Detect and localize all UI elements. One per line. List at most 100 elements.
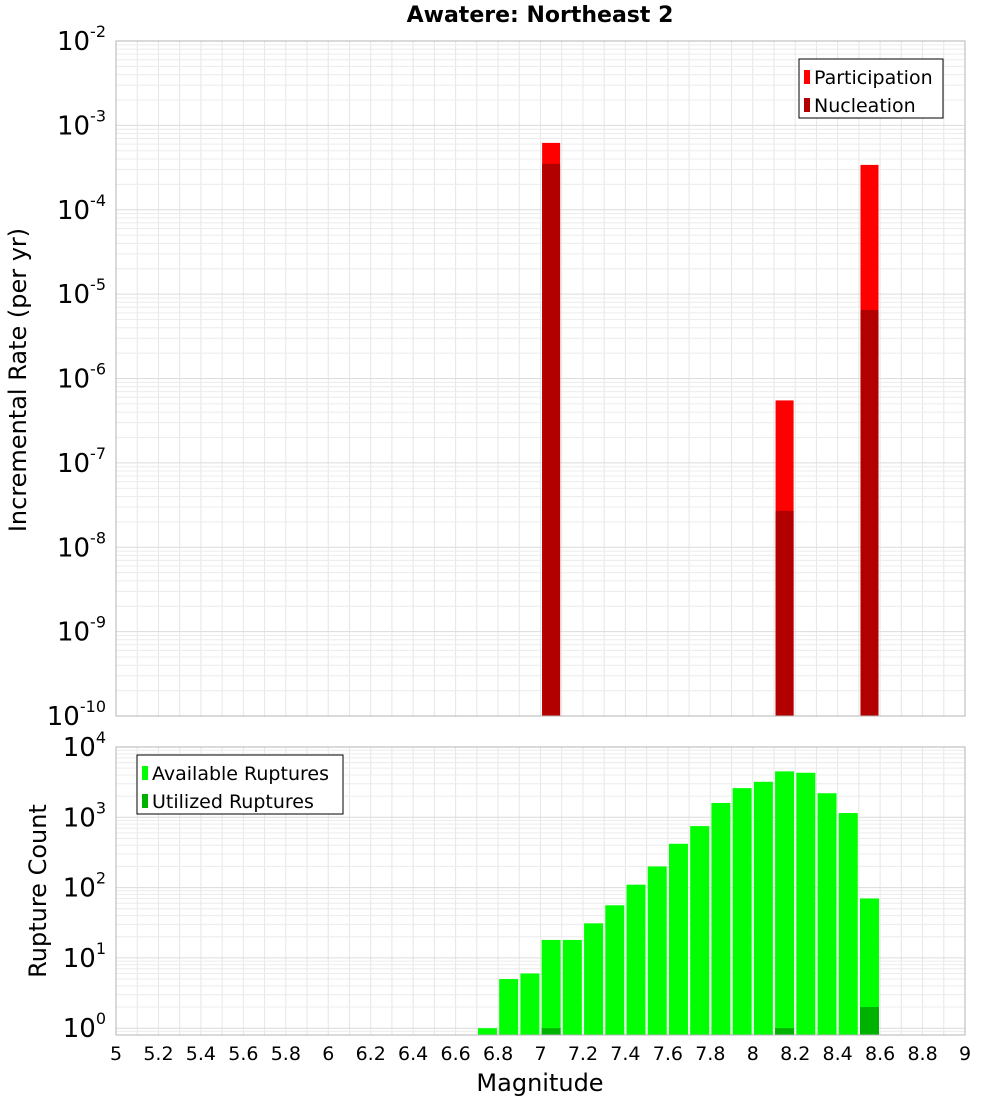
- tick-exponent: -5: [90, 275, 106, 294]
- tick-base: 10: [57, 111, 90, 141]
- bottom-y-tick-label: 101: [63, 939, 106, 974]
- bottom-plot-frame: [115, 746, 966, 1036]
- available-ruptures-bar: [838, 813, 858, 1035]
- bottom-legend-label: Utilized Ruptures: [152, 791, 314, 813]
- top-legend: Participation Nucleation: [798, 58, 944, 119]
- x-tick-label: 6.8: [483, 1043, 513, 1065]
- bottom-y-tick-label: 100: [63, 1009, 106, 1044]
- nucleation-bar: [860, 309, 879, 716]
- bottom-bars: [477, 771, 879, 1035]
- x-tick-label: 5: [110, 1043, 122, 1065]
- available-ruptures-bar: [775, 771, 795, 1035]
- tick-exponent: -6: [90, 360, 106, 379]
- top-y-tick-label: 10-8: [57, 528, 106, 563]
- top-y-tick-label: 10-5: [57, 275, 106, 310]
- tick-exponent: -3: [90, 106, 106, 125]
- available-ruptures-bar: [541, 939, 561, 1035]
- x-tick-label: 7.4: [610, 1043, 640, 1065]
- bottom-legend-swatch: [142, 766, 148, 780]
- chart-title: Awatere: Northeast 2: [407, 3, 674, 28]
- top-legend-swatch: [804, 98, 810, 112]
- top-gridlines: [115, 40, 966, 717]
- available-ruptures-bar: [753, 781, 773, 1035]
- x-tick-labels: 5 5.2 5.4 5.6 5.8 6 6.2 6.4 6.6 6.8 7 7.2 7.4 7.6 7.8 8…: [110, 1043, 971, 1065]
- tick-base: 10: [57, 618, 90, 648]
- top-plot-frame: [115, 40, 966, 717]
- tick-exponent: -9: [90, 613, 106, 632]
- x-tick-label: 7.2: [568, 1043, 598, 1065]
- nucleation-bar: [542, 163, 561, 717]
- tick-base: 10: [63, 874, 96, 904]
- tick-exponent: 2: [96, 869, 106, 888]
- available-ruptures-bar: [499, 979, 519, 1035]
- bottom-legend-box: [136, 754, 344, 815]
- top-y-tick-label: 10-2: [57, 22, 106, 57]
- x-tick-label: 6.4: [398, 1043, 428, 1065]
- tick-base: 10: [63, 733, 96, 763]
- available-ruptures-bar: [668, 843, 688, 1035]
- available-ruptures-bar: [817, 793, 837, 1035]
- x-tick-label: 8.2: [780, 1043, 810, 1065]
- available-ruptures-bar: [690, 826, 710, 1035]
- top-legend-swatch: [804, 70, 810, 84]
- available-ruptures-bar: [562, 939, 582, 1035]
- x-tick-label: 7: [534, 1043, 546, 1065]
- available-ruptures-bar: [859, 898, 879, 1035]
- available-ruptures-bar: [796, 772, 816, 1035]
- top-y-axis-label: Incremental Rate (per yr): [4, 228, 32, 532]
- tick-exponent: -8: [90, 528, 106, 547]
- tick-base: 10: [47, 702, 80, 732]
- top-y-tick-label: 10-9: [57, 613, 106, 648]
- bottom-legend: Available Ruptures Utilized Ruptures: [136, 754, 344, 815]
- tick-exponent: 4: [96, 728, 106, 747]
- x-tick-label: 6.6: [440, 1043, 470, 1065]
- x-tick-label: 5.6: [228, 1043, 258, 1065]
- x-tick-label: 6: [322, 1043, 334, 1065]
- utilized-ruptures-bar: [775, 1028, 795, 1035]
- tick-base: 10: [63, 803, 96, 833]
- utilized-ruptures-bar: [859, 1007, 879, 1035]
- available-ruptures-bar: [711, 802, 731, 1035]
- available-ruptures-bar: [626, 884, 646, 1035]
- tick-base: 10: [57, 533, 90, 563]
- utilized-ruptures-bar: [541, 1028, 561, 1035]
- top-y-tick-label: 10-7: [57, 444, 106, 479]
- bottom-legend-swatch: [142, 794, 148, 808]
- tick-exponent: 0: [96, 1009, 106, 1028]
- available-ruptures-bar: [477, 1028, 497, 1035]
- tick-exponent: -7: [90, 444, 106, 463]
- tick-base: 10: [57, 449, 90, 479]
- nucleation-bar: [775, 510, 794, 716]
- top-bars: [542, 142, 879, 717]
- tick-exponent: 3: [96, 798, 106, 817]
- tick-base: 10: [57, 365, 90, 395]
- bottom-y-tick-label: 104: [63, 728, 106, 763]
- x-tick-label: 5.8: [271, 1043, 301, 1065]
- bottom-y-tick-label: 103: [63, 798, 106, 833]
- tick-base: 10: [63, 1014, 96, 1044]
- top-y-tick-label: 10-10: [47, 697, 106, 732]
- x-tick-label: 6.2: [356, 1043, 386, 1065]
- x-tick-label: 8.4: [823, 1043, 853, 1065]
- x-tick-label: 7.6: [653, 1043, 683, 1065]
- top-legend-box: [798, 58, 944, 119]
- bottom-legend-label: Available Ruptures: [152, 763, 329, 785]
- tick-base: 10: [57, 196, 90, 226]
- tick-base: 10: [57, 27, 90, 57]
- tick-exponent: -10: [80, 697, 106, 716]
- tick-base: 10: [63, 944, 96, 974]
- x-tick-label: 8: [747, 1043, 759, 1065]
- available-ruptures-bar: [605, 905, 625, 1035]
- x-tick-label: 9: [959, 1043, 971, 1065]
- top-y-tick-label: 10-3: [57, 106, 106, 141]
- x-tick-label: 8.8: [907, 1043, 937, 1065]
- x-axis-label: Magnitude: [476, 1069, 603, 1097]
- bottom-y-tick-label: 102: [63, 869, 106, 904]
- available-ruptures-bar: [584, 923, 604, 1035]
- top-legend-label: Nucleation: [814, 95, 916, 117]
- tick-base: 10: [57, 280, 90, 310]
